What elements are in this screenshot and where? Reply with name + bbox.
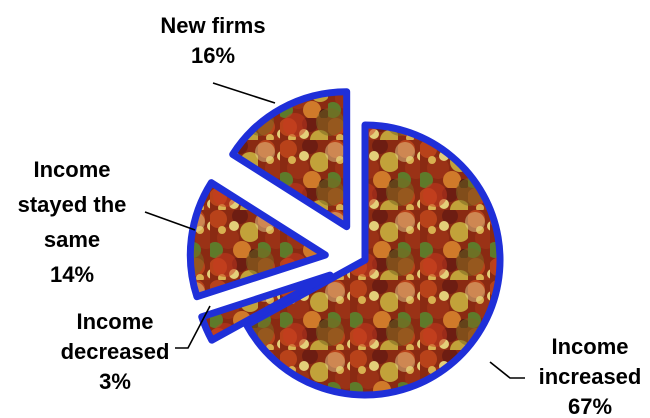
- leader-line-income-stayed-the-same: [144, 211, 196, 231]
- pie-slice-border-income-stayed-the-same: [186, 179, 329, 301]
- slice-category-label: Income: [76, 309, 153, 334]
- slice-category-label: decreased: [61, 339, 170, 364]
- slice-category-label: Income: [33, 157, 110, 182]
- slice-value-label: 3%: [99, 369, 131, 394]
- pie-slice-income-stayed-the-same: [190, 182, 326, 297]
- pie-slice-border-income-decreased: [198, 271, 334, 344]
- leader-line-income-decreased: [175, 305, 211, 349]
- pie-slice-income-increased: [246, 125, 501, 395]
- leader-line-income-increased: [489, 361, 525, 379]
- slice-category-label: Income: [551, 334, 628, 359]
- slice-value-label: 14%: [50, 262, 94, 287]
- slice-category-label: same: [44, 227, 100, 252]
- pie-slice-border-new-firms: [229, 88, 351, 231]
- slice-value-label: 16%: [191, 43, 235, 68]
- pie-slice-border-income-increased: [243, 121, 504, 399]
- slice-value-label: 67%: [568, 394, 612, 418]
- labels-group: Income increased 67% Income decreased 3% Incom…: [18, 13, 642, 418]
- slice-category-label: New firms: [160, 13, 265, 38]
- leader-line-new-firms: [212, 82, 276, 104]
- slice-category-label: stayed the: [18, 192, 127, 217]
- slice-category-label: increased: [539, 364, 642, 389]
- slices-group: [186, 88, 504, 399]
